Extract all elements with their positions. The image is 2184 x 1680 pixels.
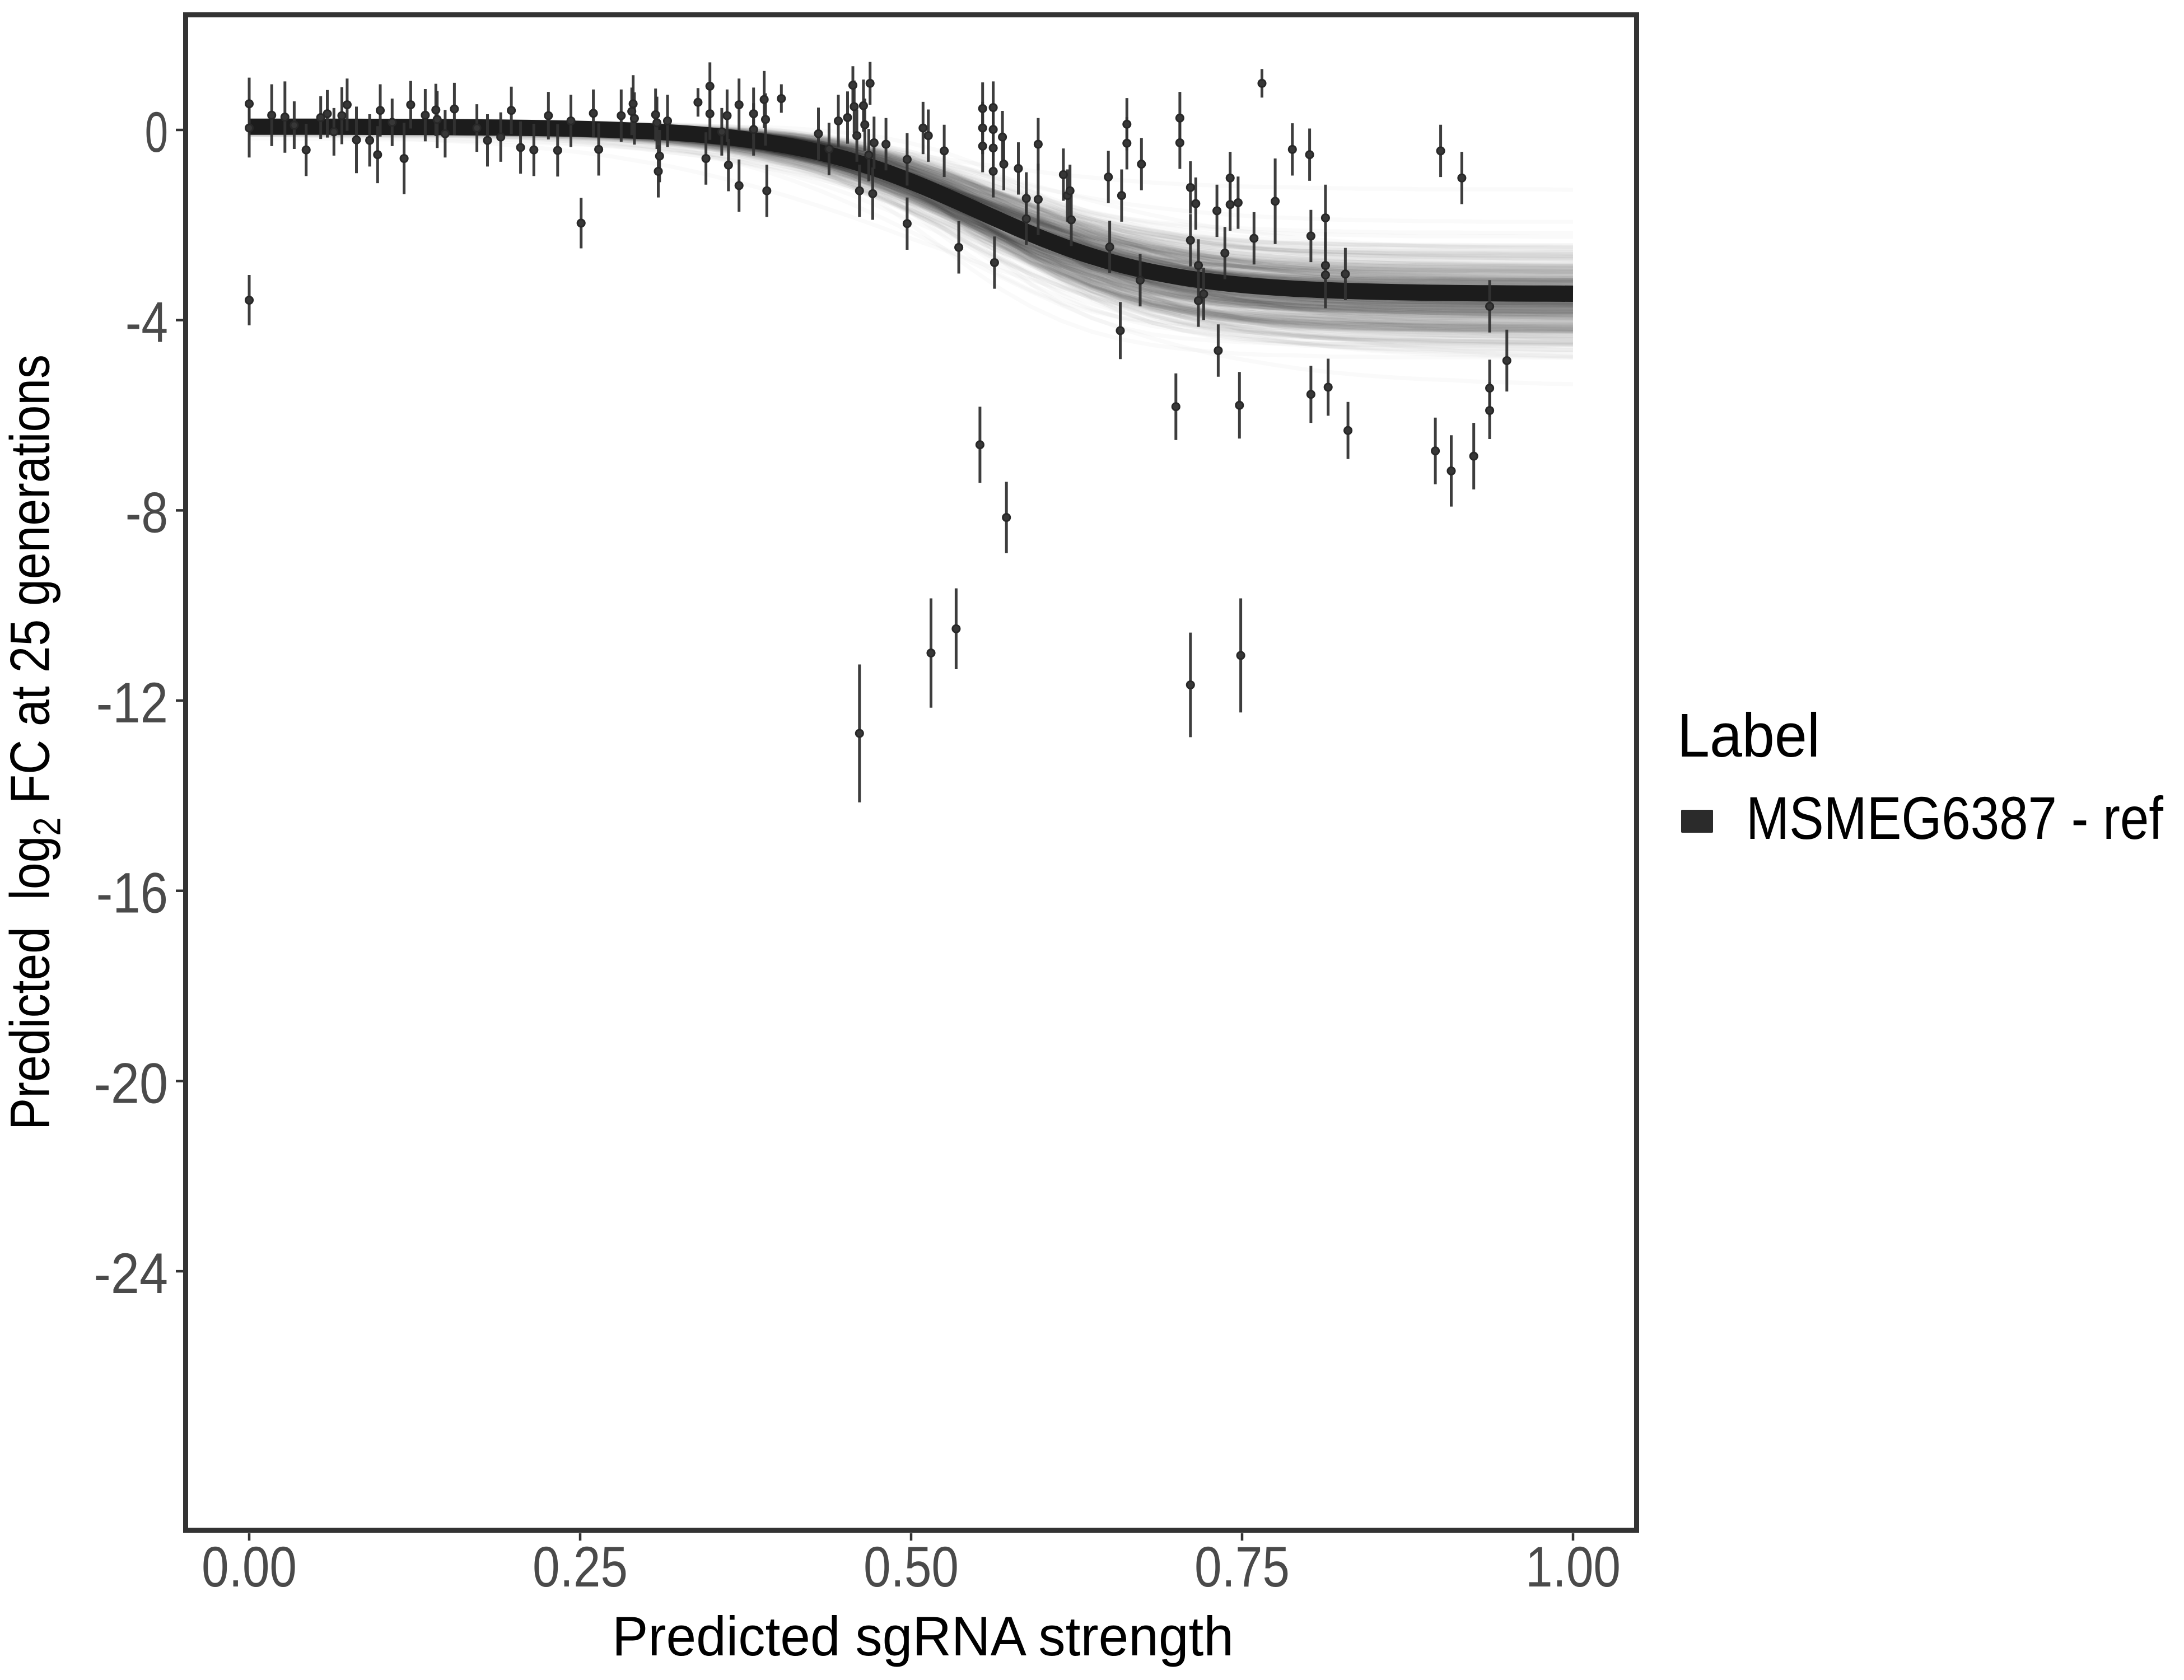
svg-text:-20: -20 <box>94 1051 168 1116</box>
svg-text:MSMEG6387 - ref: MSMEG6387 - ref <box>1746 784 2164 852</box>
svg-text:Predicted log2 FC at 25 gener: Predicted log2 FC at 25 generations <box>0 354 68 1130</box>
svg-text:1.00: 1.00 <box>1525 1535 1621 1599</box>
svg-text:-4: -4 <box>125 291 168 354</box>
svg-text:0: 0 <box>145 100 168 164</box>
svg-text:Label: Label <box>1677 701 1820 770</box>
svg-text:-8: -8 <box>125 480 168 544</box>
svg-text:0.75: 0.75 <box>1194 1535 1290 1599</box>
svg-text:-24: -24 <box>94 1242 168 1306</box>
svg-text:-16: -16 <box>96 861 168 925</box>
svg-text:0.50: 0.50 <box>864 1535 959 1599</box>
svg-text:Predicted sgRNA strength: Predicted sgRNA strength <box>612 1605 1234 1667</box>
svg-text:-12: -12 <box>96 671 168 735</box>
svg-text:0.25: 0.25 <box>533 1535 628 1599</box>
svg-text:0.00: 0.00 <box>202 1535 297 1599</box>
